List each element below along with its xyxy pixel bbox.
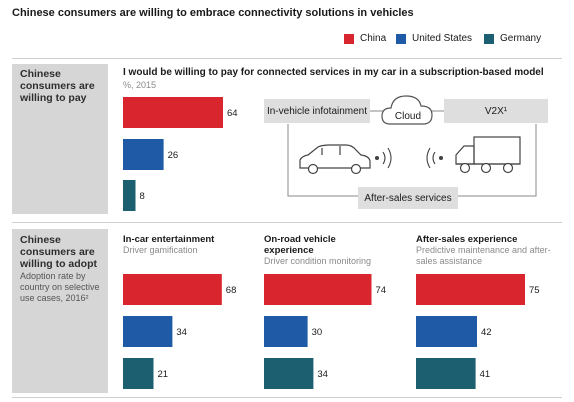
bar-after-sales-experience-germany xyxy=(416,358,476,389)
legend-swatch-china xyxy=(344,33,354,44)
bar-pay-germany xyxy=(123,180,136,211)
bar-label-on-road-experience-germany: 34 xyxy=(317,369,328,380)
divider-bottom xyxy=(12,397,562,398)
legend-label-united-states: United States xyxy=(412,33,473,44)
legend-label-china: China xyxy=(360,33,387,44)
bar-on-road-experience-united-states xyxy=(264,316,308,347)
bar-in-car-entertainment-united-states xyxy=(123,316,173,347)
bar-after-sales-experience-united-states xyxy=(416,316,477,347)
infotainment-label: In-vehicle infotainment xyxy=(266,105,368,117)
column-in-car-entertainment: In-car entertainment Driver gamification xyxy=(123,234,258,256)
bar-label-in-car-entertainment-germany: 21 xyxy=(158,369,169,380)
v2x-label: V2X¹ xyxy=(484,105,508,117)
bar-on-road-experience-china xyxy=(264,274,372,305)
column-after-sales-experience: After-sales experience Predictive mainte… xyxy=(416,234,556,267)
page-title: Chinese consumers are willing to embrace… xyxy=(12,7,414,19)
signal-waves-icon xyxy=(426,147,444,169)
adopt-panel-subtitle: Adoption rate by country on selective us… xyxy=(20,271,100,303)
cloud-icon xyxy=(381,95,433,125)
bar-label-pay-united-states: 26 xyxy=(168,150,179,161)
adopt-panel-title: Chinese consumers are willing to adopt xyxy=(20,234,97,270)
legend-label-germany: Germany xyxy=(500,33,542,44)
bar-in-car-entertainment-germany xyxy=(123,358,154,389)
bar-label-on-road-experience-china: 74 xyxy=(376,285,387,296)
car-icon xyxy=(299,144,371,175)
infotainment-box: In-vehicle infotainment xyxy=(264,99,370,123)
legend-swatch-germany xyxy=(484,33,494,44)
bar-label-in-car-entertainment-china: 68 xyxy=(226,285,237,296)
legend-item-china: China xyxy=(344,33,386,44)
column-title-on-road-experience: On-road vehicle experience xyxy=(264,234,336,256)
connector-left xyxy=(287,124,358,197)
legend-item-united-states: United States xyxy=(396,33,472,44)
v2x-box: V2X¹ xyxy=(444,99,548,123)
divider-middle xyxy=(12,222,562,223)
bar-label-after-sales-experience-china: 75 xyxy=(529,285,540,296)
bar-label-pay-china: 64 xyxy=(227,108,238,119)
adopt-panel: Chinese consumers are willing to adopt A… xyxy=(12,229,108,393)
bar-pay-united-states xyxy=(123,139,164,170)
pay-unit: %, 2015 xyxy=(123,80,157,90)
pay-panel-title: Chinese consumers are willing to pay xyxy=(20,68,95,104)
column-on-road-experience: On-road vehicle experience Driver condit… xyxy=(264,234,384,267)
connector-right xyxy=(458,124,537,197)
bar-in-car-entertainment-china xyxy=(123,274,222,305)
column-title-in-car-entertainment: In-car entertainment xyxy=(123,234,215,245)
column-subtitle-on-road-experience: Driver condition monitoring xyxy=(264,256,372,266)
pay-question: I would be willing to pay for connected … xyxy=(123,67,544,78)
truck-icon xyxy=(455,136,521,174)
bar-label-in-car-entertainment-united-states: 34 xyxy=(176,327,187,338)
column-title-after-sales-experience: After-sales experience xyxy=(416,234,518,245)
divider-top xyxy=(12,58,562,59)
legend-item-germany: Germany xyxy=(484,33,541,44)
bar-after-sales-experience-china xyxy=(416,274,525,305)
bar-charts: 64 26 8 68 34 21 74 30 34 75 42 41 xyxy=(123,97,540,389)
bar-label-after-sales-experience-united-states: 42 xyxy=(481,327,492,338)
signal-waves-icon xyxy=(374,147,392,169)
legend-swatch-united-states xyxy=(396,33,406,44)
column-subtitle-in-car-entertainment: Driver gamification xyxy=(123,245,198,255)
bar-pay-china xyxy=(123,97,223,128)
bar-label-pay-germany: 8 xyxy=(140,191,145,202)
after-sales-box: After-sales services xyxy=(358,187,458,209)
column-subtitle-after-sales-experience: Predictive maintenance and after-sales a… xyxy=(416,245,551,266)
cloud-label: Cloud xyxy=(394,111,422,122)
after-sales-label: After-sales services xyxy=(364,192,452,204)
bar-label-on-road-experience-united-states: 30 xyxy=(312,327,323,338)
bar-on-road-experience-germany xyxy=(264,358,314,389)
bar-label-after-sales-experience-germany: 41 xyxy=(480,369,491,380)
pay-panel: Chinese consumers are willing to pay xyxy=(12,64,108,214)
